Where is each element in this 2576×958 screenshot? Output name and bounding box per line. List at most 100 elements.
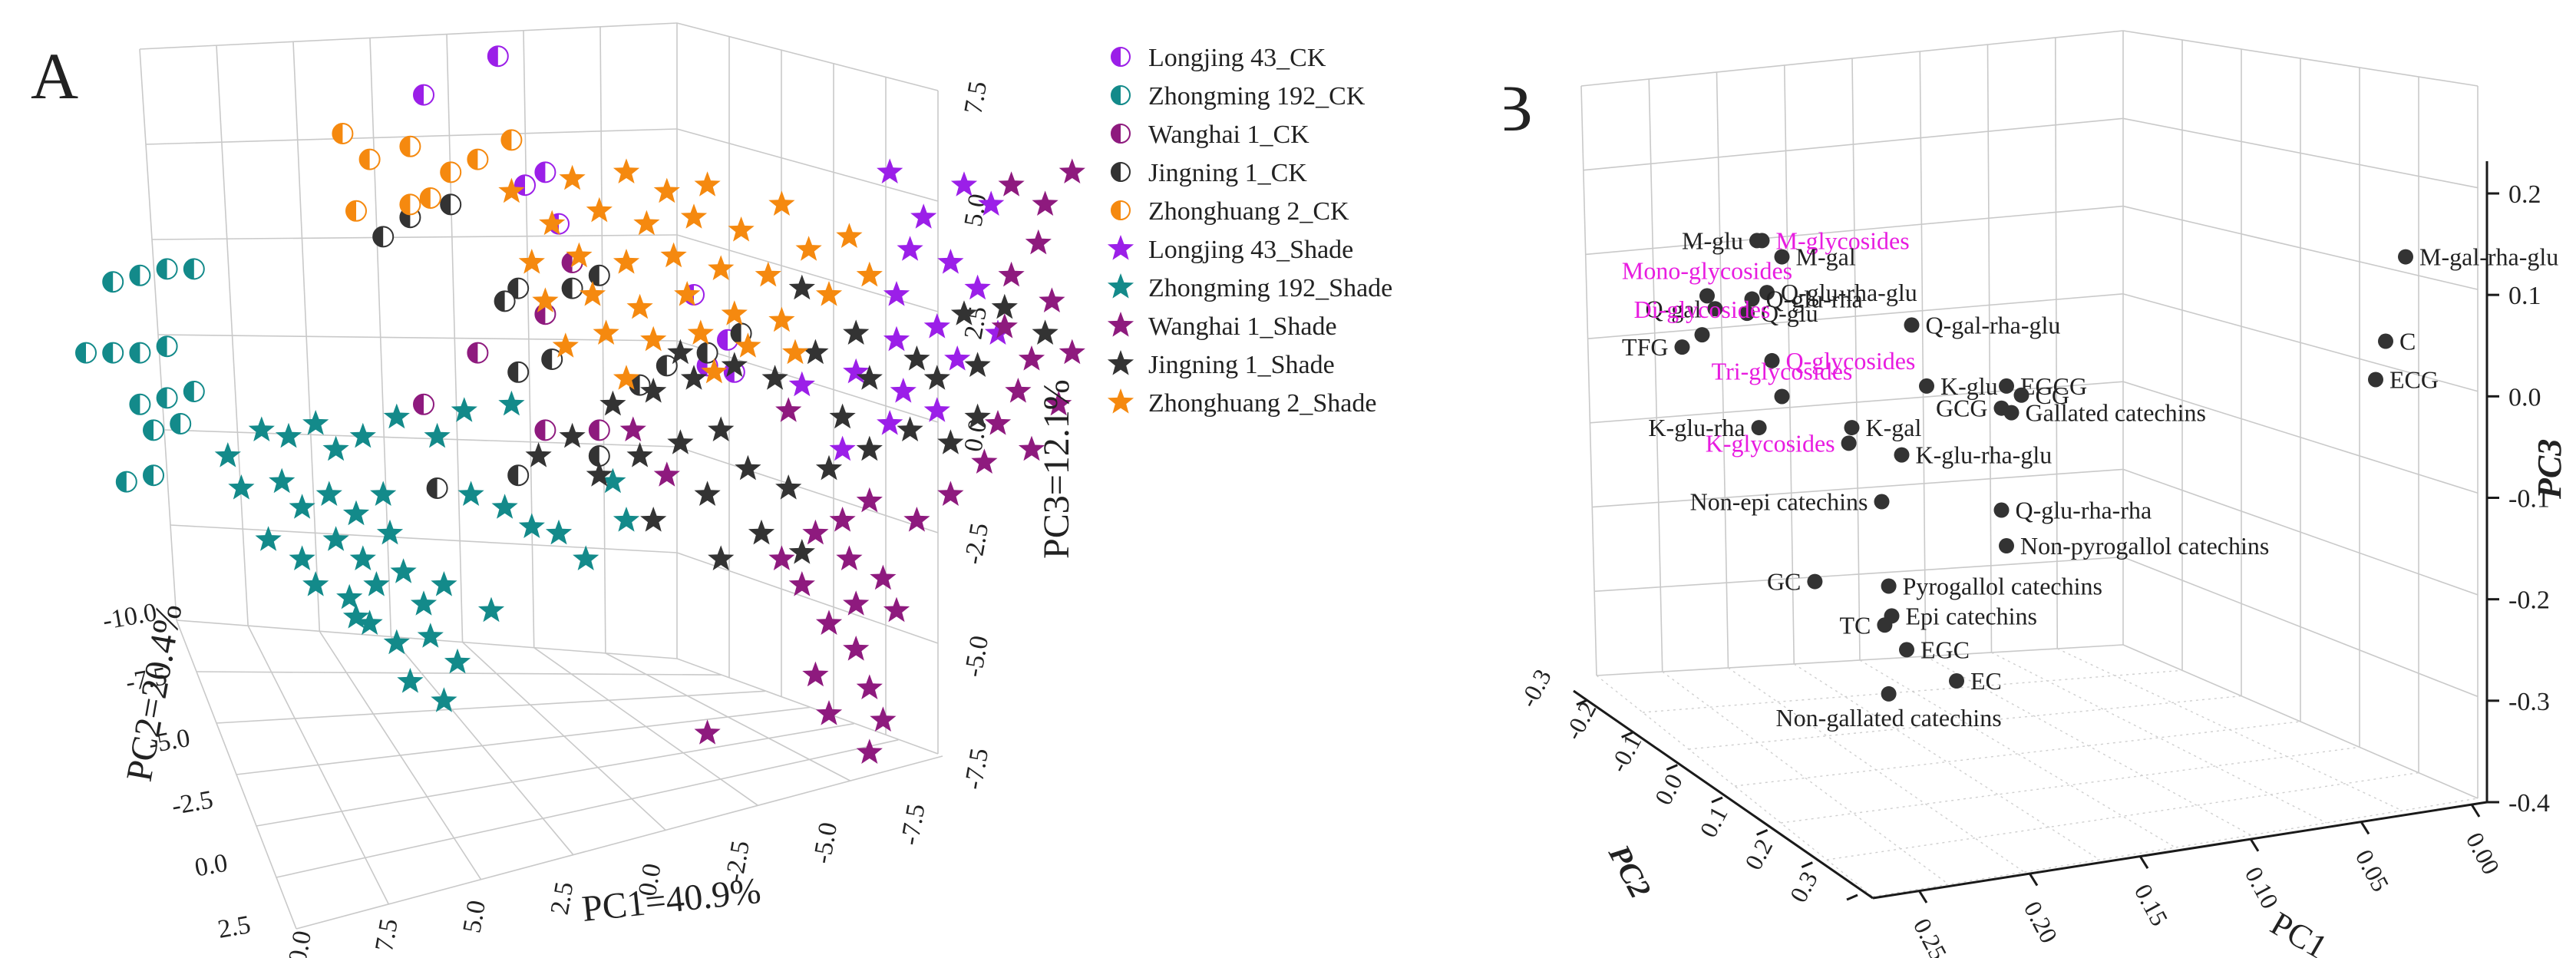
x-tick-label-b: 0.20 bbox=[2019, 897, 2063, 947]
loading-point-group: K-glu-rha-glu bbox=[1894, 441, 2052, 469]
data-point-star bbox=[877, 410, 903, 435]
x-tick-label-b: 0.00 bbox=[2461, 828, 2505, 878]
x-tick-b bbox=[2028, 872, 2039, 887]
data-point-half-circle bbox=[588, 419, 610, 441]
data-point-half-circle-fill bbox=[535, 304, 546, 325]
data-point-star bbox=[748, 519, 775, 545]
chart-a-tick-labels: 10.0 7.5 5.0 2.5 0.0 -2.5 -5.0 -7.5-10.0-7.5-5.… bbox=[101, 79, 994, 958]
z-tick-label-a: -2.5 bbox=[959, 521, 994, 567]
x-tick-label-a: -2.5 bbox=[720, 838, 755, 884]
data-point-half-circle-fill bbox=[103, 342, 114, 363]
legend-half-circle-icon bbox=[1111, 124, 1131, 144]
loading-point-group: Epi catechins bbox=[1884, 602, 2037, 629]
loading-point-group: Tri-glycosides bbox=[1712, 357, 1852, 405]
legend-half-circle-icon-fill bbox=[1111, 124, 1121, 143]
data-point-star bbox=[903, 507, 930, 532]
loading-point-group: Non-gallated catechins bbox=[1776, 685, 2002, 732]
legend-star-icon bbox=[1107, 235, 1134, 260]
data-point-star bbox=[559, 164, 586, 190]
grid-line bbox=[1585, 205, 2124, 256]
data-point-star bbox=[451, 397, 477, 422]
loading-point-group: Q-glycosides bbox=[1764, 347, 1915, 375]
data-point-star bbox=[883, 325, 910, 352]
data-point-star bbox=[802, 661, 829, 687]
data-point-star bbox=[593, 319, 619, 345]
grid-line bbox=[1662, 671, 1949, 885]
loading-point bbox=[2378, 333, 2393, 349]
data-point-star bbox=[856, 487, 883, 513]
loading-point-label: EGC bbox=[1920, 636, 1970, 663]
data-point-star bbox=[937, 481, 964, 506]
data-point-star bbox=[735, 454, 761, 481]
x-axis-label-b: PC1 bbox=[2264, 904, 2333, 958]
data-point-star bbox=[214, 442, 241, 467]
x-tick-b bbox=[2249, 838, 2260, 852]
data-point-star bbox=[755, 261, 781, 287]
data-point-star bbox=[836, 545, 863, 570]
legend-label: Longjing 43_Shade bbox=[1148, 236, 1353, 264]
loading-point-group: CG bbox=[2013, 382, 2069, 409]
loading-point-label: K-glu bbox=[1940, 372, 1998, 400]
y-tick-label-a: 2.5 bbox=[216, 910, 253, 944]
x-tick-label-a: -5.0 bbox=[807, 820, 843, 865]
data-point-half-circle bbox=[129, 342, 151, 364]
data-point-star bbox=[708, 255, 735, 280]
loading-point-group: Q-glu-rha-rha bbox=[1993, 497, 2152, 524]
chart-a-3d-scatter: A 10.0 7.5 5.0 2.5 0.0 -2.5 -5.0 -7.5-10.0-7.5-… bbox=[31, 22, 1392, 958]
data-point-half-circle bbox=[413, 84, 434, 106]
loading-point bbox=[1774, 249, 1790, 265]
data-point-half-circle bbox=[656, 355, 678, 377]
data-point-star bbox=[539, 210, 566, 236]
legend-label: Longjing 43_CK bbox=[1148, 44, 1326, 72]
loading-point-label: Di-glycosides bbox=[1634, 296, 1771, 323]
data-point-star bbox=[984, 410, 1012, 435]
data-point-star bbox=[768, 190, 795, 216]
loading-point-label: Q-glu bbox=[1761, 299, 1818, 327]
data-point-half-circle bbox=[332, 123, 354, 144]
data-point-half-circle bbox=[399, 193, 421, 216]
loading-point bbox=[1899, 642, 1914, 658]
loading-point-label: M-glycosides bbox=[1776, 226, 1910, 254]
z-tick-label-b: -0.3 bbox=[2508, 688, 2550, 716]
grid-line bbox=[1583, 117, 2124, 171]
loading-point-label: EGCG bbox=[2020, 372, 2087, 400]
data-point-half-circle bbox=[467, 342, 489, 364]
data-point-star bbox=[228, 474, 255, 500]
data-point-star bbox=[721, 352, 748, 377]
loading-point-label: GCG bbox=[1936, 395, 1988, 422]
x-tick-b bbox=[2138, 855, 2149, 869]
data-point-star bbox=[768, 545, 795, 570]
data-point-half-circle bbox=[156, 387, 178, 409]
loading-point-label: Epi catechins bbox=[1906, 602, 2037, 629]
grid-line bbox=[1642, 669, 2183, 713]
loading-point bbox=[1707, 301, 1723, 317]
data-point-half-circle bbox=[426, 477, 448, 499]
grid-line bbox=[676, 446, 939, 534]
data-point-star bbox=[1025, 229, 1052, 255]
y-tick-label-b: 0.0 bbox=[1649, 769, 1688, 809]
data-point-half-circle-fill bbox=[420, 188, 431, 208]
x-tick-label-a: 2.5 bbox=[546, 880, 580, 917]
grid-line bbox=[276, 739, 899, 878]
data-point-star bbox=[701, 358, 728, 384]
data-point-star bbox=[680, 365, 708, 390]
data-point-star bbox=[431, 571, 457, 596]
data-point-half-circle-fill bbox=[346, 200, 356, 221]
loading-point bbox=[1759, 285, 1775, 301]
y-tick-b bbox=[1801, 861, 1813, 869]
data-point-star bbox=[728, 216, 755, 242]
data-point-half-circle bbox=[170, 413, 192, 434]
loading-point-group: Non-epi catechins bbox=[1690, 488, 1890, 516]
grid-line bbox=[157, 334, 678, 342]
loading-point bbox=[1919, 378, 1934, 394]
data-point-star bbox=[336, 583, 363, 609]
data-point-star bbox=[269, 467, 296, 494]
loading-point-label: M-glu bbox=[1682, 226, 1743, 254]
grid-line bbox=[236, 706, 811, 775]
data-point-half-circle bbox=[507, 464, 530, 487]
data-point-star bbox=[843, 636, 870, 661]
data-point-half-circle bbox=[156, 335, 178, 358]
data-point-half-circle bbox=[143, 464, 164, 487]
data-point-half-circle-fill bbox=[170, 414, 181, 434]
grid-line bbox=[1648, 78, 1663, 672]
